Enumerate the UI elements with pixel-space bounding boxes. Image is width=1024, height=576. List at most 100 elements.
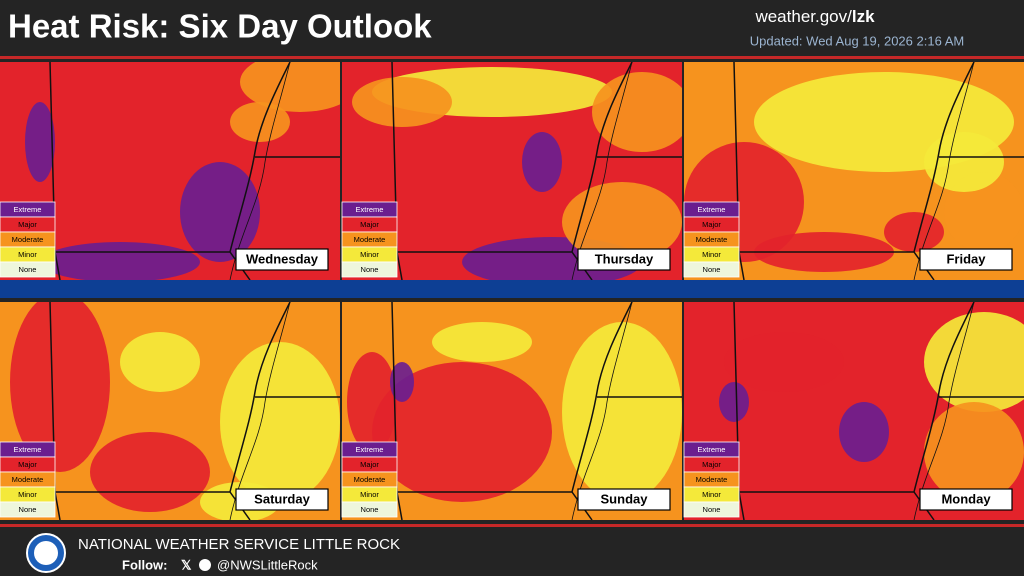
legend-label: None bbox=[19, 505, 37, 514]
nws-logo-inner bbox=[34, 541, 58, 565]
legend-label: Extreme bbox=[698, 205, 726, 214]
day-label: Monday bbox=[941, 491, 991, 506]
legend-label: Moderate bbox=[12, 235, 44, 244]
legend-label: Minor bbox=[360, 490, 379, 499]
heat-area bbox=[25, 102, 55, 182]
legend-label: Moderate bbox=[354, 235, 386, 244]
heat-map bbox=[342, 62, 682, 280]
legend-label: Minor bbox=[702, 250, 721, 259]
header-rule bbox=[0, 56, 1024, 59]
site-domain: weather.gov/ bbox=[754, 7, 852, 26]
footer-office: NATIONAL WEATHER SERVICE LITTLE ROCK bbox=[78, 536, 400, 553]
legend-label: None bbox=[703, 265, 721, 274]
map-panel: Extreme Major Moderate Minor None Saturday bbox=[0, 302, 340, 520]
day-label: Sunday bbox=[601, 491, 649, 506]
heat-area bbox=[10, 302, 110, 472]
heat-area bbox=[347, 352, 397, 452]
panels: ExtremeMajorModerateMinorNoneWednesdayEx… bbox=[0, 62, 1024, 520]
legend-label: Major bbox=[360, 460, 379, 469]
legend-label: None bbox=[19, 265, 37, 274]
heat-area bbox=[724, 332, 844, 392]
heat-area bbox=[562, 182, 682, 262]
heat-area bbox=[924, 402, 1024, 502]
legend-label: Extreme bbox=[698, 445, 726, 454]
day-label-box bbox=[919, 248, 1013, 271]
heat-area bbox=[924, 132, 1004, 192]
heat-area bbox=[352, 77, 452, 127]
title: Heat Risk: Six Day Outlook bbox=[8, 8, 432, 45]
site: weather.gov/lzk bbox=[754, 7, 875, 26]
heat-area bbox=[240, 62, 340, 112]
heat-area bbox=[839, 402, 889, 462]
heat-area bbox=[230, 102, 290, 142]
heat-map bbox=[684, 62, 1024, 280]
map-panel: Extreme Major Moderate Minor None Monday bbox=[683, 302, 1024, 520]
day-label-box bbox=[577, 248, 671, 271]
map-panel: Extreme Major Moderate Minor None Thursday bbox=[341, 62, 682, 280]
map-panel: Extreme Major Moderate Minor None Sunday bbox=[341, 302, 682, 520]
heat-area bbox=[884, 212, 944, 252]
legend-label: Minor bbox=[360, 250, 379, 259]
legend-label: Major bbox=[702, 460, 721, 469]
heat-map bbox=[684, 302, 1024, 520]
day-label-box bbox=[919, 488, 1013, 511]
day-label: Saturday bbox=[254, 491, 310, 506]
river bbox=[571, 302, 633, 520]
heat-area bbox=[180, 162, 260, 262]
legend-label: Moderate bbox=[696, 475, 728, 484]
legend-label: Moderate bbox=[354, 475, 386, 484]
legend-label: Moderate bbox=[696, 235, 728, 244]
legend-label: None bbox=[361, 505, 379, 514]
day-label-box bbox=[577, 488, 671, 511]
footer-handle[interactable]: @NWSLittleRock bbox=[217, 557, 318, 572]
river bbox=[229, 62, 291, 280]
x-icon: 𝕏 bbox=[181, 557, 192, 572]
river bbox=[913, 62, 975, 280]
legend-swatch bbox=[683, 261, 740, 278]
day-label: Thursday bbox=[595, 251, 654, 266]
heat-map bbox=[342, 302, 682, 520]
legend-label: Extreme bbox=[356, 205, 384, 214]
day-label: Friday bbox=[946, 251, 986, 266]
legend-swatch bbox=[683, 501, 740, 518]
heat-area bbox=[390, 362, 414, 402]
legend-swatch bbox=[341, 261, 398, 278]
map-panel: Extreme Major Moderate Minor None Friday bbox=[683, 62, 1024, 280]
legend-label: Extreme bbox=[356, 445, 384, 454]
legend-swatch bbox=[0, 501, 56, 518]
river bbox=[913, 302, 975, 520]
heat-area bbox=[719, 382, 749, 422]
legend-label: Extreme bbox=[14, 445, 42, 454]
river bbox=[571, 62, 633, 280]
heat-area bbox=[120, 332, 200, 392]
legend-label: Minor bbox=[18, 490, 37, 499]
day-label-box bbox=[235, 248, 329, 271]
legend-label: Major bbox=[18, 460, 37, 469]
legend-label: Minor bbox=[18, 250, 37, 259]
heat-area bbox=[432, 322, 532, 362]
day-label: Wednesday bbox=[246, 251, 319, 266]
heat-area bbox=[90, 432, 210, 512]
legend-swatch bbox=[0, 261, 56, 278]
divider bbox=[0, 280, 1024, 298]
site-office: lzk bbox=[852, 7, 875, 26]
heat-map bbox=[0, 62, 340, 280]
legend-label: Extreme bbox=[14, 205, 42, 214]
facebook-icon bbox=[199, 559, 211, 571]
heat-area bbox=[592, 72, 682, 152]
heat-area bbox=[372, 362, 552, 502]
day-label-box bbox=[235, 488, 329, 511]
heat-area bbox=[562, 322, 682, 502]
legend-label: None bbox=[361, 265, 379, 274]
legend-label: None bbox=[703, 505, 721, 514]
legend-label: Major bbox=[18, 220, 37, 229]
legend-swatch bbox=[341, 501, 398, 518]
legend-label: Moderate bbox=[12, 475, 44, 484]
map-panel: Extreme Major Moderate Minor None Wednesday bbox=[0, 62, 340, 280]
river bbox=[229, 302, 291, 520]
heat-area bbox=[220, 342, 340, 502]
heat-area bbox=[924, 312, 1024, 412]
legend-label: Minor bbox=[702, 490, 721, 499]
footer-follow: Follow: bbox=[122, 557, 168, 572]
